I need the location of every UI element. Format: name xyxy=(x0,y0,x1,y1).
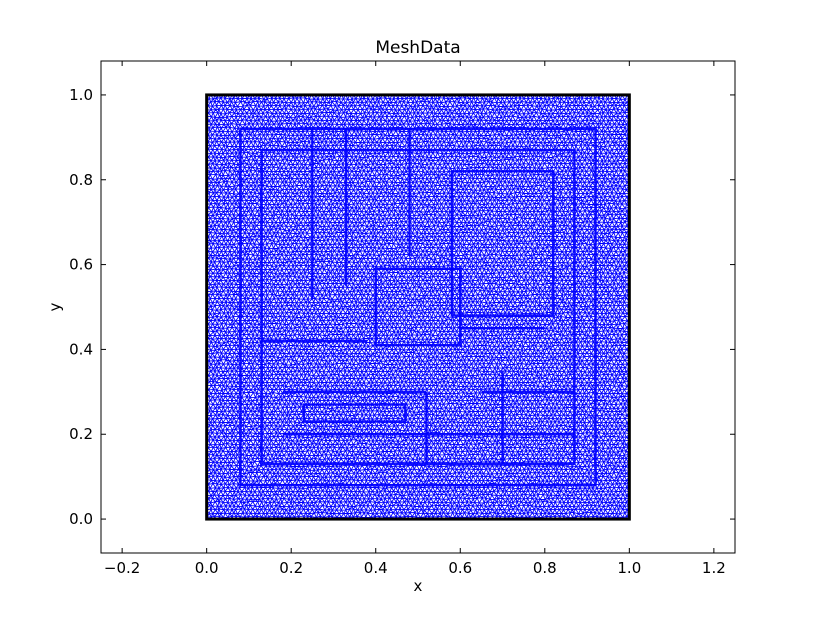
mesh-structure-rect xyxy=(302,403,407,423)
x-tick-label: 1.0 xyxy=(617,559,641,577)
x-tick-label: −0.2 xyxy=(104,559,140,577)
y-tick-label: 0.6 xyxy=(69,256,93,274)
y-tick-label: 0.0 xyxy=(69,510,93,528)
axes-frame xyxy=(100,60,736,554)
y-axis: 0.0 0.2 0.4 0.6 0.8 1.0 xyxy=(69,86,735,528)
y-tick-label: 0.8 xyxy=(69,171,93,189)
y-tick-label: 0.4 xyxy=(69,340,93,358)
mesh-edges xyxy=(206,94,630,520)
mesh-structure-rect xyxy=(374,267,462,347)
mesh-triangulation xyxy=(206,94,630,520)
x-tick-label: 0.8 xyxy=(533,559,557,577)
mesh-structure-rect xyxy=(239,127,597,487)
y-tick-label: 0.2 xyxy=(69,425,93,443)
y-axis-label: y xyxy=(46,302,64,311)
x-tick-label: 1.2 xyxy=(702,559,726,577)
mesh-inner-structures xyxy=(239,127,597,487)
domain-boundary xyxy=(205,93,631,521)
x-tick-label: 0.2 xyxy=(279,559,303,577)
mesh-structure-rect xyxy=(450,170,555,317)
plot-area: −0.2 0.0 0.2 0.4 0.6 0.8 1.0 1.2 0.00.20.40.60.… xyxy=(69,60,736,577)
x-tick-label: 0.6 xyxy=(448,559,472,577)
y-tick-label: 1.0 xyxy=(69,86,93,104)
x-axis: −0.2 0.0 0.2 0.4 0.6 0.8 1.0 1.2 xyxy=(104,61,726,577)
chart-title: MeshData xyxy=(375,38,460,58)
x-axis-label: x xyxy=(414,577,423,595)
x-tick-label: 0.4 xyxy=(364,559,388,577)
mesh-structure-rect xyxy=(260,148,576,466)
x-tick-label: 0.0 xyxy=(195,559,219,577)
